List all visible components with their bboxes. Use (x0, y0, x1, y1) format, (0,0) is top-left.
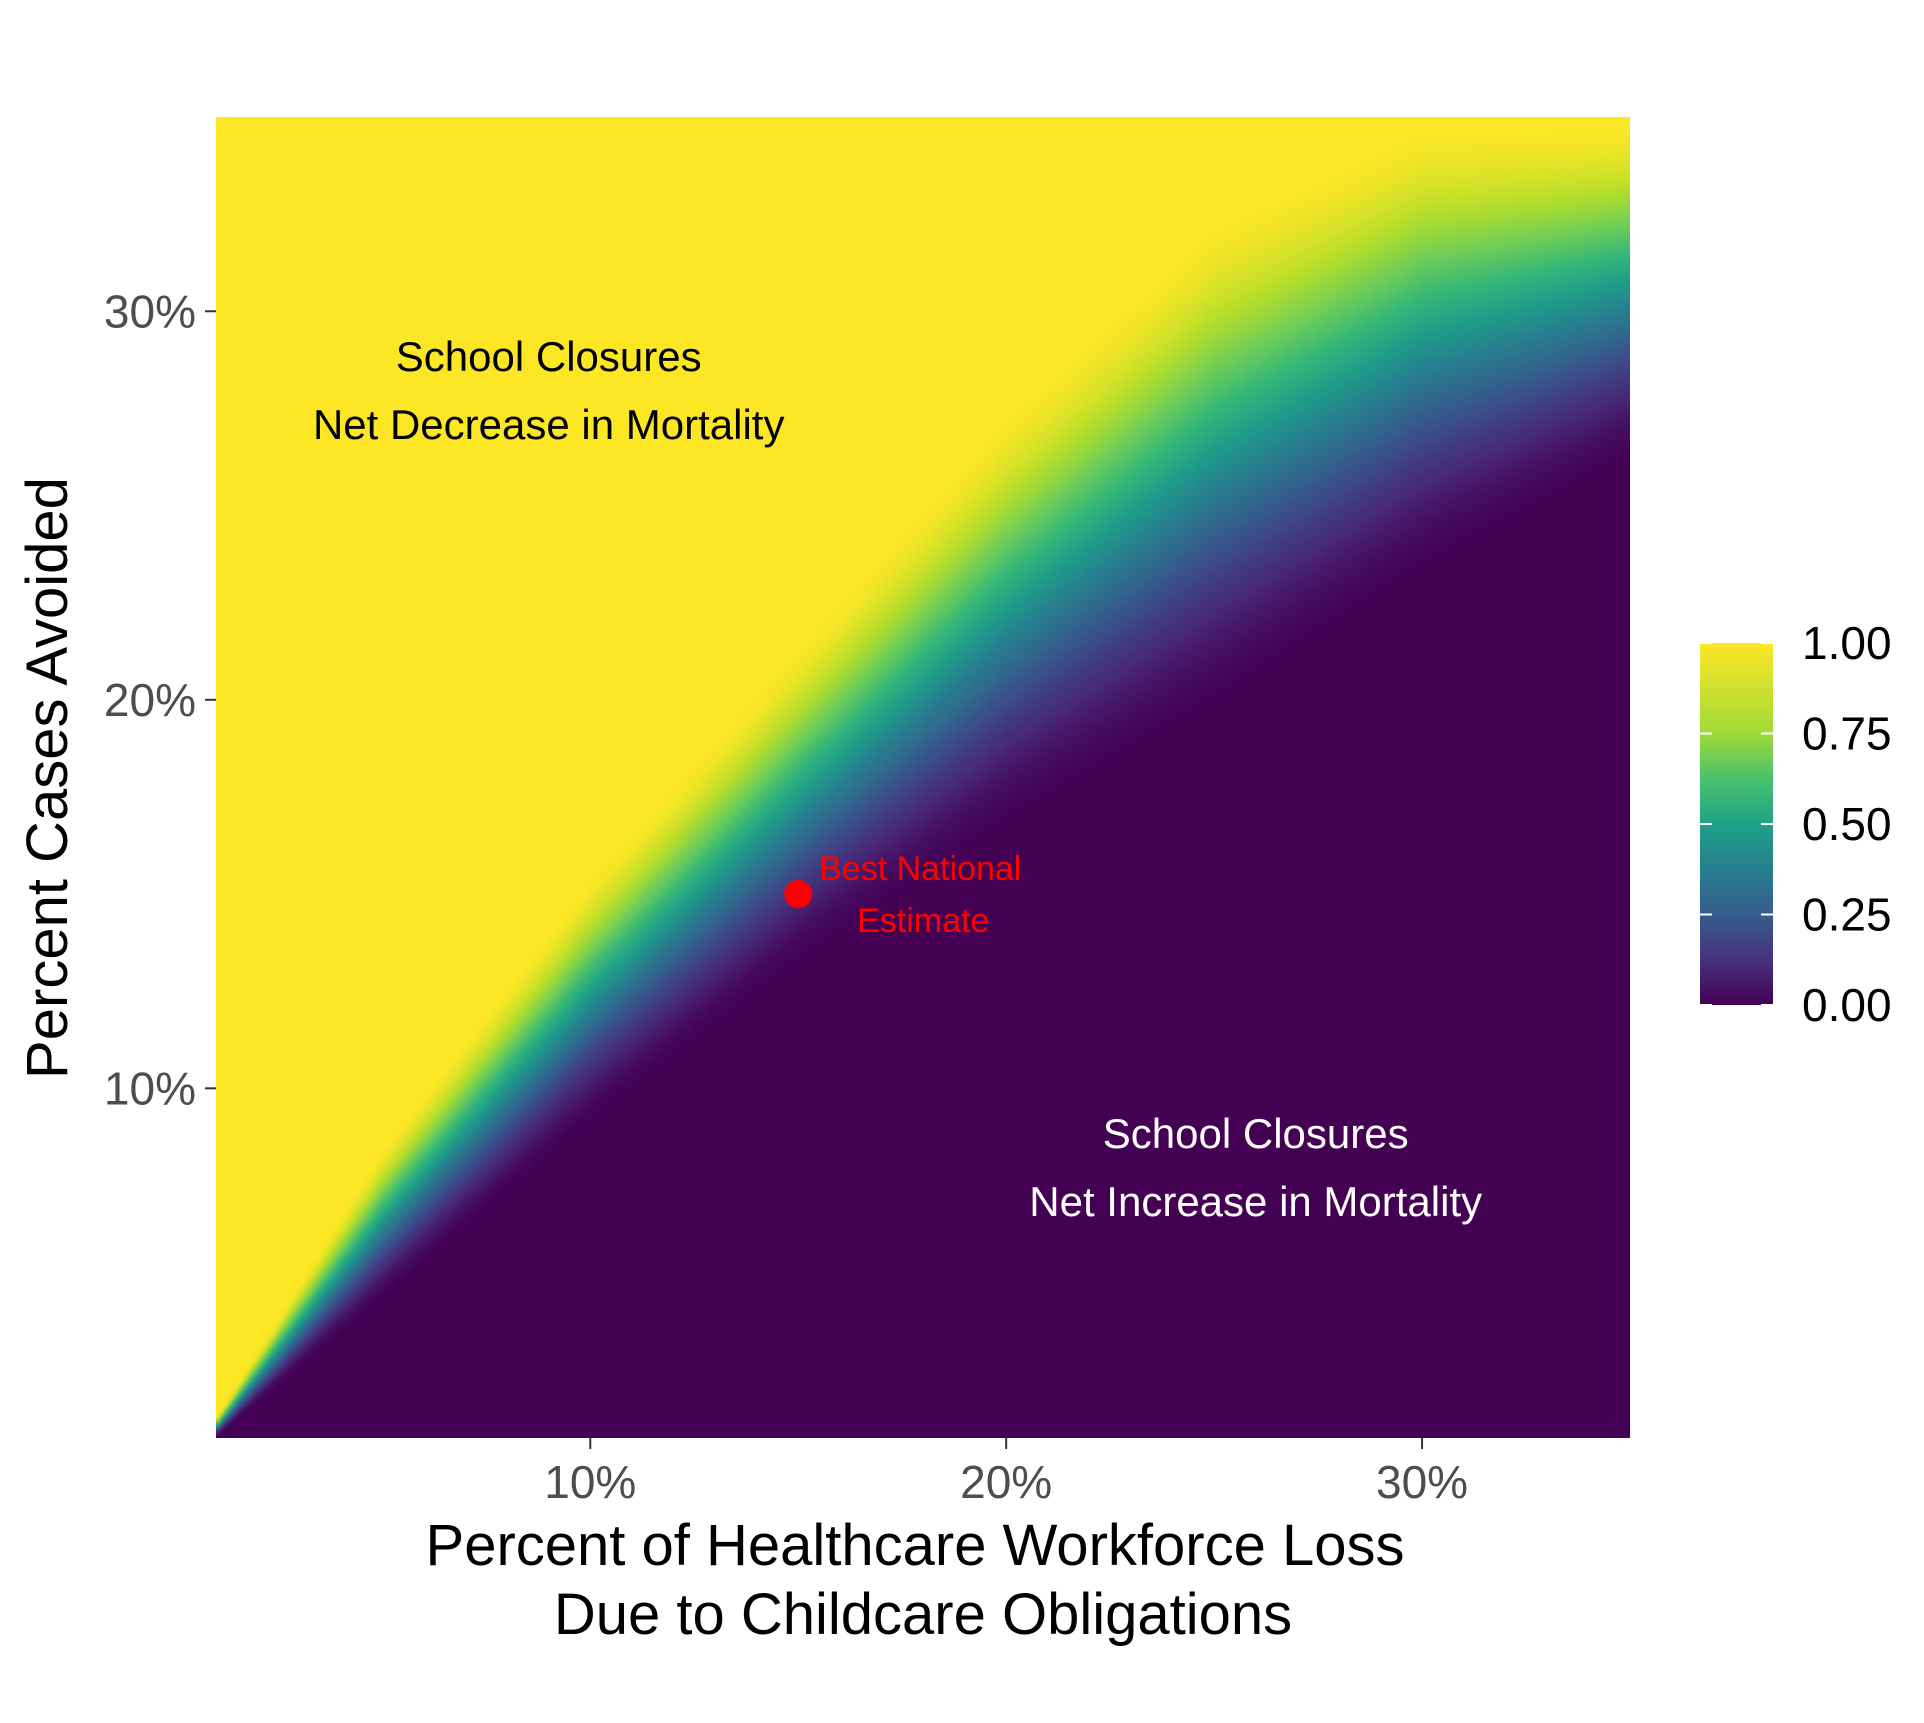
region-annotation-1-line-2: Net Decrease in Mortality (313, 401, 785, 448)
y-axis-title: Percent Cases Avoided (15, 477, 80, 1079)
y-tick-label: 20% (104, 674, 196, 726)
point-label-line-2: Estimate (857, 902, 989, 940)
x-axis-title-line-1: Percent of Healthcare Workforce Loss (426, 1513, 1405, 1578)
x-tick-label: 30% (1376, 1456, 1468, 1508)
legend-colorbar (1700, 643, 1773, 1005)
heatmap-panel (216, 117, 1630, 1438)
legend-label: 0.50 (1802, 798, 1892, 850)
region-annotation-1-line-1: School Closures (396, 333, 702, 380)
region-annotation-2-line-1: School Closures (1103, 1110, 1409, 1157)
legend-label: 0.25 (1802, 889, 1892, 941)
point-label-line-1: Best National (819, 850, 1021, 888)
x-tick-label: 10% (544, 1456, 636, 1508)
x-axis: 10% 20% 30% (544, 1438, 1468, 1508)
y-tick-label: 30% (104, 285, 196, 337)
y-tick-label: 10% (104, 1062, 196, 1114)
legend-ticks: 0.00 0.25 0.50 0.75 1.00 (1700, 617, 1892, 1031)
y-axis: 10% 20% 30% (104, 285, 216, 1114)
x-tick-label: 20% (960, 1456, 1052, 1508)
best-estimate-point (784, 880, 813, 909)
legend-label: 1.00 (1802, 617, 1892, 669)
annotations-layer: School Closures Net Decrease in Mortality… (313, 333, 1482, 1225)
x-axis-title-line-2: Due to Childcare Obligations (554, 1582, 1292, 1647)
heatmap-raster (216, 117, 1630, 1438)
legend-label: 0.00 (1802, 979, 1892, 1031)
region-annotation-2-line-2: Net Increase in Mortality (1029, 1178, 1482, 1225)
points-layer: Best National Estimate (784, 850, 1021, 940)
legend-label: 0.75 (1802, 708, 1892, 760)
color-legend: 0.00 0.25 0.50 0.75 1.00 (1700, 617, 1892, 1031)
